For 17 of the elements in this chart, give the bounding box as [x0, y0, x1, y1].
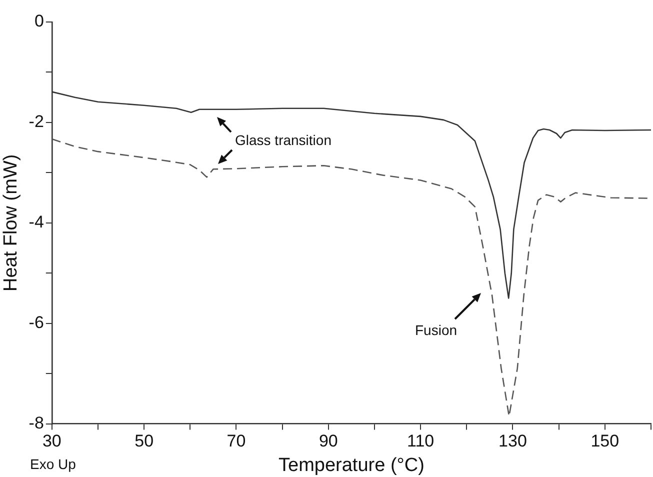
x-axis-title: Temperature (°C)	[278, 454, 424, 476]
annotation: Fusion	[415, 322, 458, 338]
x-tick-label: 90	[318, 432, 338, 451]
x-tick-label: 30	[42, 432, 62, 451]
annotation: Glass transition	[235, 132, 332, 148]
y-axis-title: Heat Flow (mW)	[0, 154, 22, 292]
y-tick-label: -4	[28, 212, 44, 232]
y-tick-label: -2	[28, 112, 44, 132]
x-tick-label: 50	[134, 432, 154, 451]
x-tick-label: 130	[498, 432, 527, 451]
x-tick-label: 70	[226, 432, 246, 451]
text: Exo Up	[30, 456, 76, 472]
x-tick-label: 110	[407, 432, 434, 451]
y-tick-label: -8	[28, 413, 44, 432]
y-tick-label: 0	[34, 12, 44, 31]
x-tick-label: 150	[590, 432, 620, 451]
y-tick-label: -6	[28, 313, 44, 332]
